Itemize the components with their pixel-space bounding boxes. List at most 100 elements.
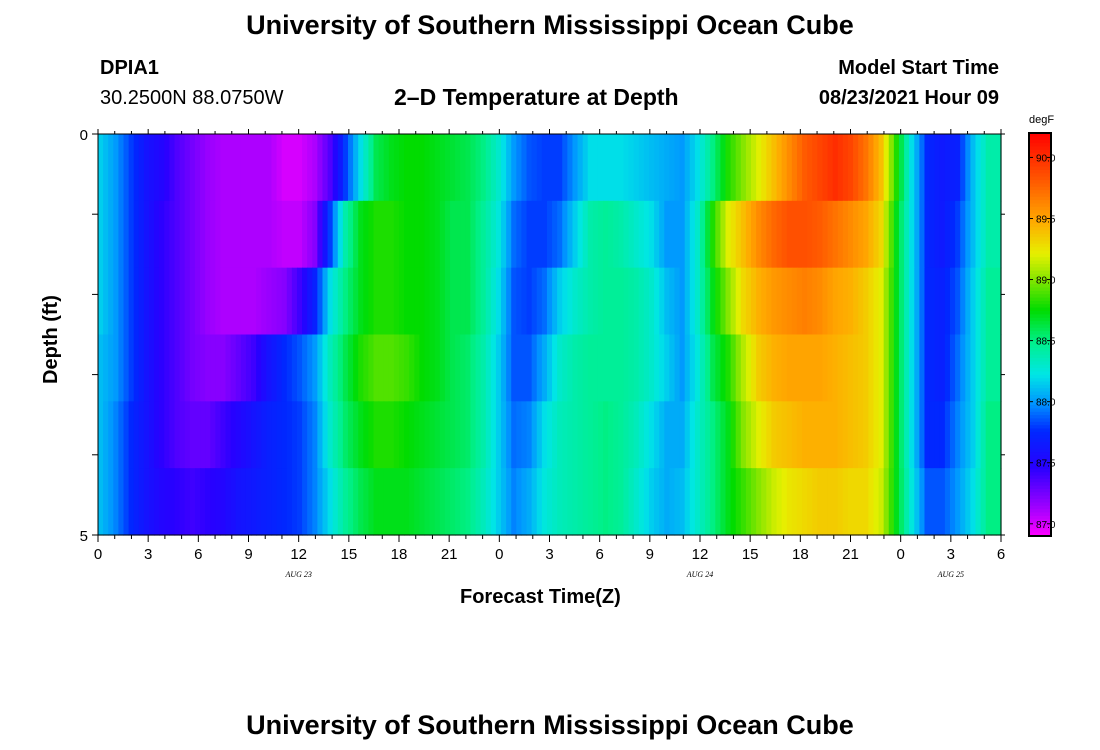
heatmap-cell: [689, 334, 696, 402]
heatmap-cell: [363, 134, 369, 202]
heatmap-cell: [582, 200, 589, 269]
heatmap-cell: [113, 401, 120, 469]
heatmap-cell: [955, 468, 961, 536]
colorbar-segment: [1029, 163, 1051, 168]
heatmap-cell: [414, 267, 421, 336]
heatmap-cell: [342, 401, 349, 469]
heatmap-cell: [215, 267, 222, 336]
heatmap-cell: [888, 200, 895, 269]
heatmap-cell: [740, 401, 747, 469]
heatmap-cell: [960, 334, 966, 402]
heatmap-cell: [893, 401, 900, 469]
heatmap-cell: [628, 468, 635, 536]
heatmap-cell: [383, 267, 390, 336]
heatmap-cell: [363, 200, 369, 269]
heatmap-cell: [705, 200, 711, 269]
heatmap-cell: [985, 334, 992, 402]
heatmap-cell: [796, 401, 803, 469]
heatmap-cell: [873, 334, 880, 402]
heatmap-cell: [353, 334, 359, 402]
heatmap-cell: [684, 468, 691, 536]
heatmap-cell: [796, 134, 803, 202]
heatmap-cell: [689, 200, 696, 269]
heatmap-cell: [904, 200, 910, 269]
colorbar-segment: [1029, 445, 1051, 450]
colorbar-segment: [1029, 495, 1051, 500]
heatmap-cell: [863, 267, 869, 336]
heatmap-cell: [373, 134, 380, 202]
heatmap-cell: [756, 468, 762, 536]
heatmap-cell: [353, 134, 359, 202]
heatmap-cell: [271, 267, 278, 336]
heatmap-cell: [450, 468, 456, 536]
heatmap-cell: [312, 334, 318, 402]
heatmap-cell: [230, 267, 237, 336]
heatmap-cell: [429, 267, 436, 336]
heatmap-cell: [399, 468, 405, 536]
colorbar-segment: [1029, 143, 1051, 148]
heatmap-cell: [955, 267, 961, 336]
heatmap-cell: [853, 267, 859, 336]
heatmap-cell: [271, 401, 278, 469]
heatmap-cell: [521, 200, 528, 269]
heatmap-cell: [776, 267, 783, 336]
heatmap-cell: [439, 200, 446, 269]
heatmap-cell: [205, 200, 211, 269]
heatmap-cell: [143, 468, 150, 536]
heatmap-cell: [470, 200, 477, 269]
heatmap-cell: [919, 468, 926, 536]
heatmap-cell: [149, 401, 155, 469]
colorbar-segment: [1029, 307, 1051, 312]
heatmap-cell: [495, 134, 502, 202]
heatmap-cell: [307, 134, 313, 202]
heatmap-cell: [358, 334, 364, 402]
heatmap-cell: [791, 134, 798, 202]
heatmap-cell: [490, 334, 497, 402]
heatmap-cell: [490, 267, 497, 336]
colorbar-segment: [1029, 478, 1051, 483]
heatmap-cell: [562, 468, 568, 536]
heatmap-cell: [853, 134, 859, 202]
heatmap-cell: [342, 334, 349, 402]
heatmap-cell: [705, 401, 711, 469]
heatmap-cell: [353, 401, 359, 469]
heatmap-cell: [546, 134, 553, 202]
heatmap-cell: [215, 334, 222, 402]
heatmap-cell: [557, 134, 563, 202]
heatmap-cell: [567, 200, 574, 269]
heatmap-cell: [388, 267, 395, 336]
heatmap-cell: [715, 200, 722, 269]
heatmap-cell: [475, 134, 482, 202]
heatmap-cell: [694, 468, 701, 536]
heatmap-cell: [266, 200, 273, 269]
heatmap-cell: [138, 134, 145, 202]
heatmap-cell: [842, 267, 849, 336]
heatmap-cell: [312, 267, 318, 336]
colorbar-tick-label: 87.0: [1036, 520, 1056, 531]
heatmap-cell: [291, 267, 298, 336]
x-axis-label: Forecast Time(Z): [460, 586, 621, 608]
heatmap-cell: [781, 200, 788, 269]
heatmap-cell: [980, 334, 987, 402]
heatmap-cell: [194, 401, 201, 469]
heatmap-cell: [796, 468, 803, 536]
heatmap-cell: [302, 468, 308, 536]
colorbar-segment: [1029, 502, 1051, 507]
heatmap-cell: [378, 334, 385, 402]
heatmap-cell: [541, 267, 548, 336]
heatmap-cell: [511, 468, 517, 536]
heatmap-cell: [465, 401, 472, 469]
heatmap-cell: [138, 334, 145, 402]
heatmap-cell: [490, 200, 497, 269]
heatmap-cell: [965, 200, 971, 269]
heatmap-cell: [271, 334, 278, 402]
heatmap-cell: [541, 134, 548, 202]
heatmap-cell: [603, 200, 609, 269]
heatmap-cell: [796, 200, 803, 269]
heatmap-cell: [648, 134, 655, 202]
heatmap-cell: [194, 267, 201, 336]
heatmap-cell: [939, 334, 946, 402]
heatmap-cell: [368, 401, 375, 469]
heatmap-cell: [230, 468, 237, 536]
heatmap-cell: [154, 334, 160, 402]
